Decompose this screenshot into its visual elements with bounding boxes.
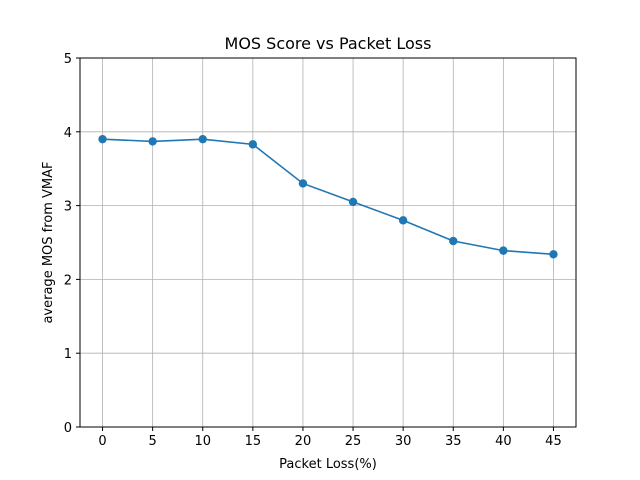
y-tick-label: 4 <box>64 126 72 141</box>
data-point <box>449 236 458 246</box>
data-point <box>549 250 558 259</box>
x-tick-label: 35 <box>445 434 462 449</box>
x-tick-label: 15 <box>245 434 262 449</box>
data-point <box>98 134 107 144</box>
x-tick-label: 0 <box>98 434 106 449</box>
series-line <box>102 138 554 256</box>
data-point <box>148 137 157 146</box>
x-tick-label: 30 <box>395 434 412 449</box>
y-tick-label: 5 <box>64 52 72 67</box>
y-tick-label: 2 <box>64 273 72 288</box>
data-point <box>398 216 408 225</box>
y-tick-label: 3 <box>64 200 72 215</box>
x-tick-label: 10 <box>194 434 211 449</box>
series-layer <box>98 134 558 259</box>
chart-title: MOS Score vs Packet Loss <box>225 34 432 53</box>
y-axis-label: average MOS from VMAF <box>41 161 56 323</box>
data-point <box>198 134 207 144</box>
y-tick-label: 0 <box>64 421 72 436</box>
x-tick-label: 5 <box>149 434 157 449</box>
plot-frame <box>79 57 577 428</box>
x-tick-label: 25 <box>345 434 362 449</box>
data-point <box>348 197 358 207</box>
x-tick-label: 20 <box>295 434 312 449</box>
x-axis-label: Packet Loss(%) <box>279 457 377 472</box>
x-tick-label: 45 <box>545 434 562 449</box>
data-point <box>499 246 508 255</box>
data-point <box>248 140 258 149</box>
y-tick-label: 1 <box>64 347 72 362</box>
data-point <box>298 179 308 188</box>
x-tick-label: 40 <box>495 434 512 449</box>
